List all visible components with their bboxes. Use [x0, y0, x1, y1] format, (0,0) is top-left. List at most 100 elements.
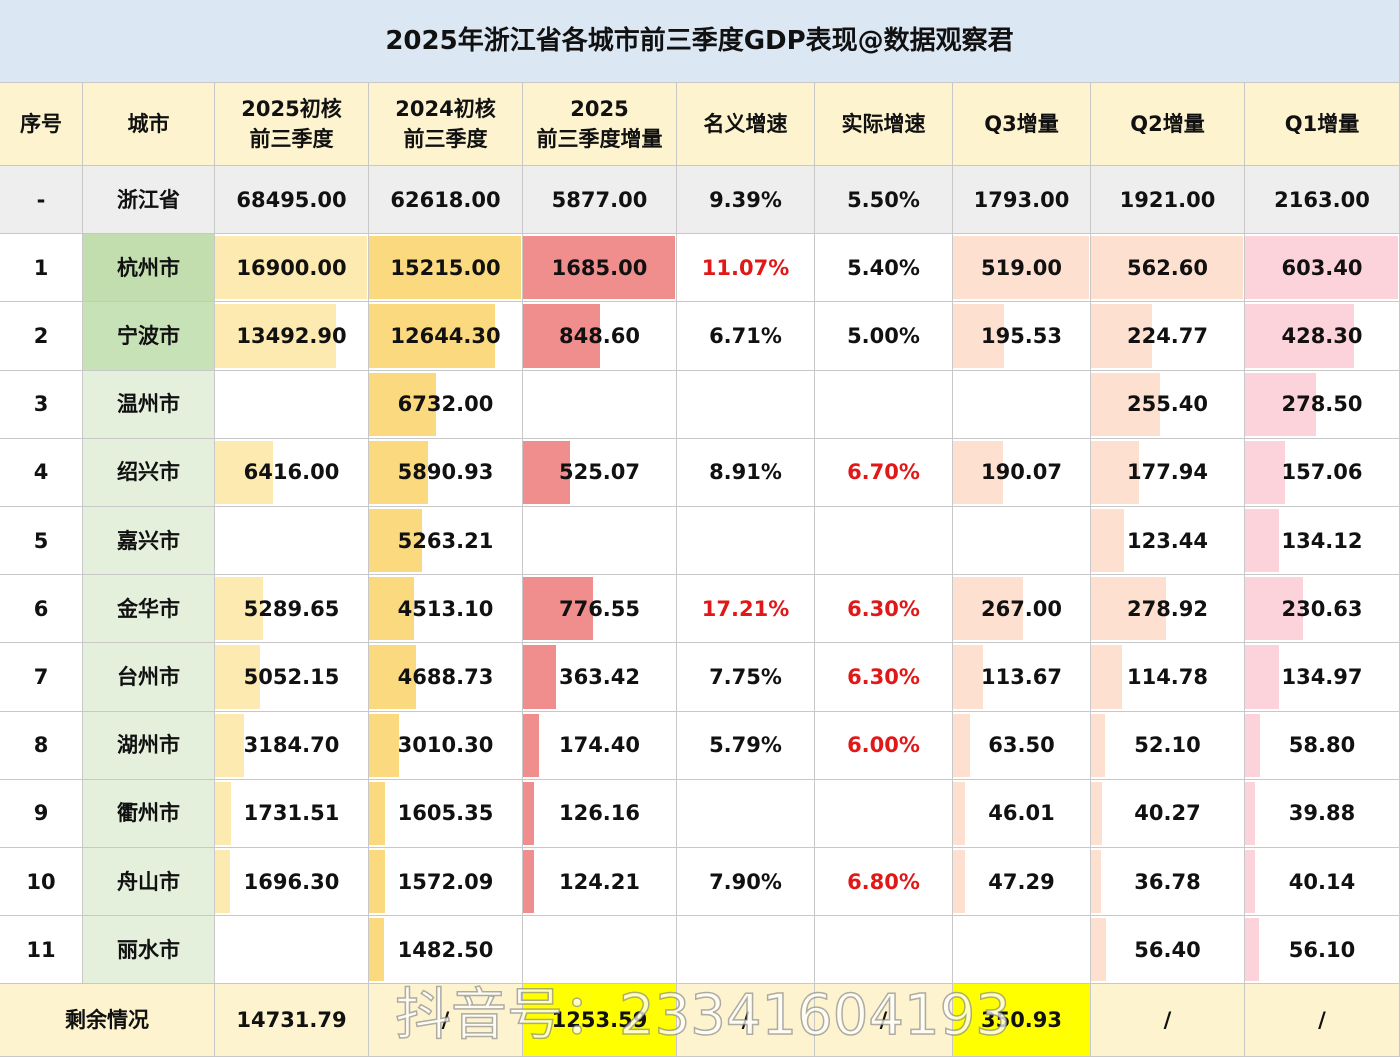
data-bar	[1091, 440, 1140, 504]
cell-text: 124.21	[558, 869, 641, 894]
cell: 11.07%	[677, 234, 815, 303]
cell: 113.67	[953, 643, 1091, 712]
cell: 190.07	[953, 438, 1091, 507]
cell-text: 衢州市	[117, 801, 180, 826]
cell-text: -	[36, 187, 46, 212]
cell: 134.97	[1245, 643, 1400, 712]
cell-text: 114.78	[1126, 664, 1209, 689]
cell-text: 52.10	[1134, 733, 1201, 758]
cell-text: /	[879, 1008, 888, 1033]
cell-text: 230.63	[1281, 596, 1363, 621]
cell-text: 浙江省	[117, 187, 180, 212]
cell: 56.10	[1245, 916, 1400, 985]
watermark: 抖音号：23341604193	[394, 982, 1011, 1049]
cell: 5052.15	[215, 643, 369, 712]
cell-text: 1482.50	[397, 937, 494, 962]
header-cell: 实际增速	[815, 83, 953, 166]
cell-text: 3	[33, 392, 49, 417]
cell-text: 湖州市	[117, 733, 180, 758]
data-bar	[369, 713, 400, 777]
cell-text: 14731.79	[236, 1008, 347, 1033]
cell-text: 4513.10	[397, 596, 494, 621]
cell: 2163.00	[1245, 166, 1400, 235]
cell-text: 6732.00	[397, 392, 494, 417]
data-bar	[523, 304, 600, 368]
cell-text: 267.00	[980, 596, 1063, 621]
cell: 1696.30	[215, 848, 369, 917]
data-bar	[1245, 713, 1260, 777]
data-bar	[1245, 509, 1279, 573]
cell-text: 2	[33, 323, 49, 348]
cell-text: 1685.00	[551, 255, 648, 280]
cell-text: 9	[33, 801, 49, 826]
cell: 5.40%	[815, 234, 953, 303]
data-bar	[1091, 918, 1107, 982]
cell: 123.44	[1091, 507, 1245, 576]
data-bar	[1091, 713, 1106, 777]
data-bar	[523, 850, 535, 914]
data-bar	[215, 440, 273, 504]
cell	[953, 916, 1091, 985]
cell-text: Q1增量	[1284, 112, 1360, 136]
cell-text: 113.67	[980, 664, 1063, 689]
cell: 58.80	[1245, 711, 1400, 780]
cell	[815, 916, 953, 985]
cell: 6.70%	[815, 438, 953, 507]
cell-text: 177.94	[1126, 460, 1209, 485]
cell: 62618.00	[369, 166, 523, 235]
cell-text: 7.75%	[709, 664, 782, 689]
cell: 255.40	[1091, 370, 1245, 439]
cell: 776.55	[523, 575, 677, 644]
cell-text: 1572.09	[397, 869, 494, 894]
cell-text: 3010.30	[397, 733, 494, 758]
cell: 267.00	[953, 575, 1091, 644]
cell-text: 舟山市	[117, 869, 180, 894]
cell: 浙江省	[83, 166, 215, 235]
header-cell: 2024初核 前三季度	[369, 83, 523, 166]
cell-text: Q2增量	[1130, 112, 1205, 136]
cell-text: 123.44	[1126, 528, 1209, 553]
cell: 5289.65	[215, 575, 369, 644]
cell: 4	[0, 438, 83, 507]
cell-text: 5.00%	[847, 323, 920, 348]
cell-text: 6	[33, 596, 49, 621]
cell-text: 6.71%	[709, 323, 782, 348]
data-bar	[523, 781, 535, 845]
cell-text: 7	[33, 664, 49, 689]
cell: 7	[0, 643, 83, 712]
cell: 4688.73	[369, 643, 523, 712]
cell-text: 525.07	[558, 460, 641, 485]
cell: 134.12	[1245, 507, 1400, 576]
cell-text: 350.93	[980, 1008, 1063, 1033]
cell-text: 金华市	[117, 596, 180, 621]
cell: 7.90%	[677, 848, 815, 917]
cell	[523, 916, 677, 985]
cell: 40.27	[1091, 779, 1245, 848]
cell: 6416.00	[215, 438, 369, 507]
cell-text: 40.14	[1288, 869, 1356, 894]
data-bar	[1091, 372, 1160, 436]
header-cell: Q1增量	[1245, 83, 1400, 166]
cell-text: 255.40	[1126, 392, 1209, 417]
data-bar	[953, 713, 970, 777]
data-bar	[1091, 304, 1152, 368]
cell-text: 剩余情况	[65, 1008, 149, 1033]
data-bar	[523, 236, 675, 300]
cell	[215, 370, 369, 439]
cell-text: 1793.00	[973, 187, 1070, 212]
data-bar	[523, 713, 539, 777]
cell-text: 13492.90	[236, 323, 347, 348]
cell	[215, 916, 369, 985]
data-bar	[369, 372, 437, 436]
data-bar	[369, 781, 386, 845]
header-cell: 城市	[83, 83, 215, 166]
cell-text: 1696.30	[243, 869, 340, 894]
cell-text: 39.88	[1288, 801, 1356, 826]
cell-text: 363.42	[558, 664, 641, 689]
cell: 6732.00	[369, 370, 523, 439]
cell-text: 7.90%	[709, 869, 782, 894]
cell	[523, 507, 677, 576]
cell: 1605.35	[369, 779, 523, 848]
data-bar	[369, 236, 521, 300]
cell-text: 562.60	[1126, 255, 1209, 280]
